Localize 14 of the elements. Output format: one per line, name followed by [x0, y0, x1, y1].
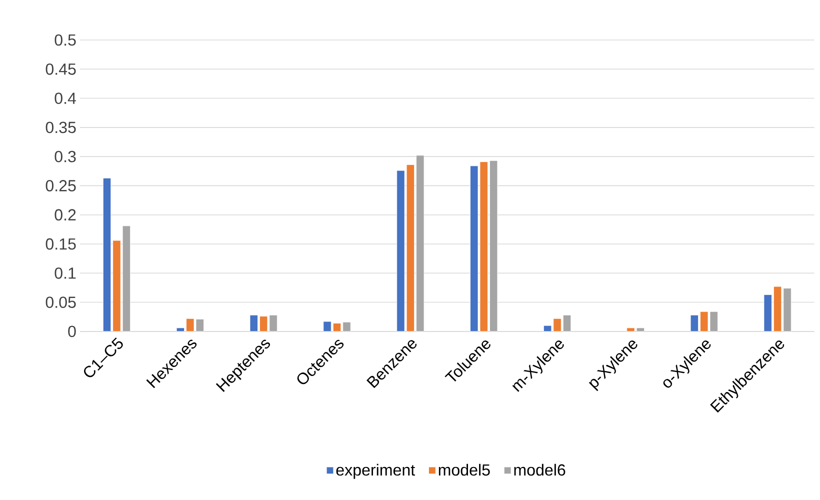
y-tick-label: 0.3: [54, 150, 76, 162]
y-tick-label: 0.2: [54, 209, 76, 221]
y-tick-label: 0.05: [46, 296, 76, 308]
y-tick-label: 0.5: [54, 34, 76, 46]
y-tick-label: 0: [68, 326, 76, 338]
y-tick-label: 0.1: [54, 267, 76, 279]
y-tick-label: 0.15: [46, 238, 76, 250]
y-tick-label: 0.4: [54, 92, 76, 104]
y-tick-label: 0.45: [46, 63, 76, 75]
y-tick-label: 0.35: [46, 122, 76, 134]
legend-label: model5: [438, 464, 490, 476]
legend-label: experiment: [336, 464, 415, 479]
y-tick-label: 0.25: [46, 180, 76, 192]
legend-label: model6: [514, 464, 566, 476]
